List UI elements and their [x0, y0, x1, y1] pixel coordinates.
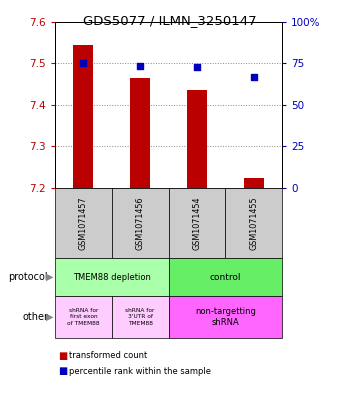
Text: protocol: protocol: [8, 272, 48, 282]
Text: ▶: ▶: [46, 312, 53, 322]
Point: [81, 61, 86, 67]
Text: ■: ■: [58, 366, 68, 376]
Text: TMEM88 depletion: TMEM88 depletion: [73, 272, 151, 281]
Text: GSM1071457: GSM1071457: [79, 196, 88, 250]
Text: non-targetting
shRNA: non-targetting shRNA: [195, 307, 256, 327]
Text: ▶: ▶: [46, 272, 53, 282]
Bar: [244, 178, 264, 188]
Text: control: control: [209, 272, 241, 281]
Text: GSM1071456: GSM1071456: [136, 196, 144, 250]
Point: [194, 64, 200, 70]
Text: GSM1071454: GSM1071454: [192, 196, 201, 250]
Point: [251, 73, 256, 80]
Bar: [73, 45, 93, 188]
Text: shRNA for
first exon
of TMEM88: shRNA for first exon of TMEM88: [67, 308, 100, 326]
Text: shRNA for
3'UTR of
TMEM88: shRNA for 3'UTR of TMEM88: [125, 308, 155, 326]
Bar: [130, 78, 150, 188]
Point: [137, 63, 143, 69]
Text: GSM1071455: GSM1071455: [249, 196, 258, 250]
Text: transformed count: transformed count: [69, 351, 148, 360]
Bar: [187, 90, 207, 188]
Text: GDS5077 / ILMN_3250147: GDS5077 / ILMN_3250147: [83, 14, 257, 27]
Text: percentile rank within the sample: percentile rank within the sample: [69, 367, 211, 376]
Text: ■: ■: [58, 351, 68, 361]
Text: other: other: [22, 312, 48, 322]
